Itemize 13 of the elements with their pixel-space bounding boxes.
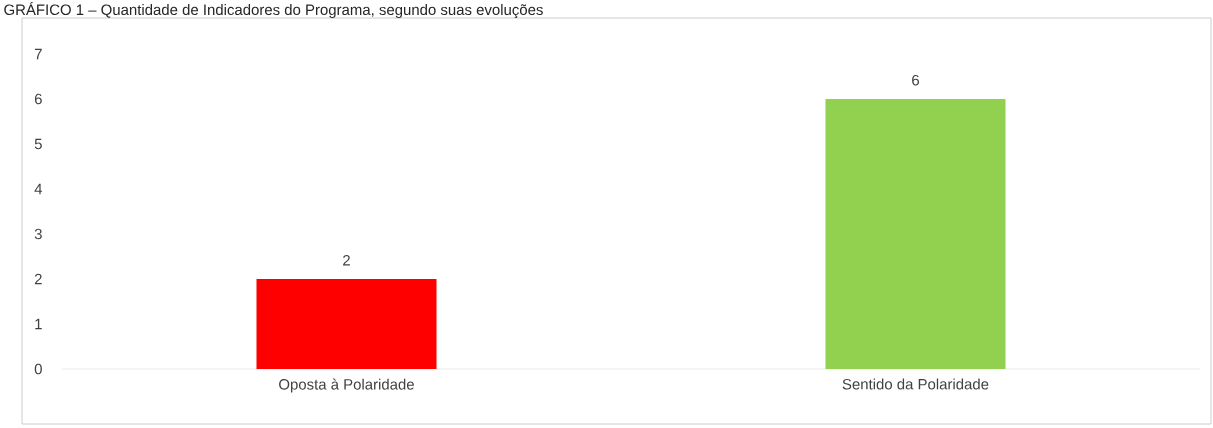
- y-tick-label: 7: [34, 48, 42, 60]
- y-tick-label: 6: [34, 93, 42, 105]
- y-tick-label: 0: [34, 363, 42, 375]
- data-label: 6: [912, 74, 919, 86]
- y-tick-label: 1: [35, 318, 42, 330]
- chart-title: GRÁFICO 1 – Quantidade de Indicadores do Programa, segundo suas evoluções: [4, 1, 543, 19]
- y-tick-label: 4: [34, 183, 43, 195]
- x-tick-label: Sentido da Polaridade: [842, 378, 989, 390]
- y-tick-label: 3: [34, 228, 42, 240]
- x-tick-label: Oposta à Polaridade: [279, 378, 414, 393]
- y-tick-label: 2: [34, 273, 42, 285]
- data-label: 2: [343, 255, 350, 266]
- y-tick-label: 5: [34, 138, 42, 150]
